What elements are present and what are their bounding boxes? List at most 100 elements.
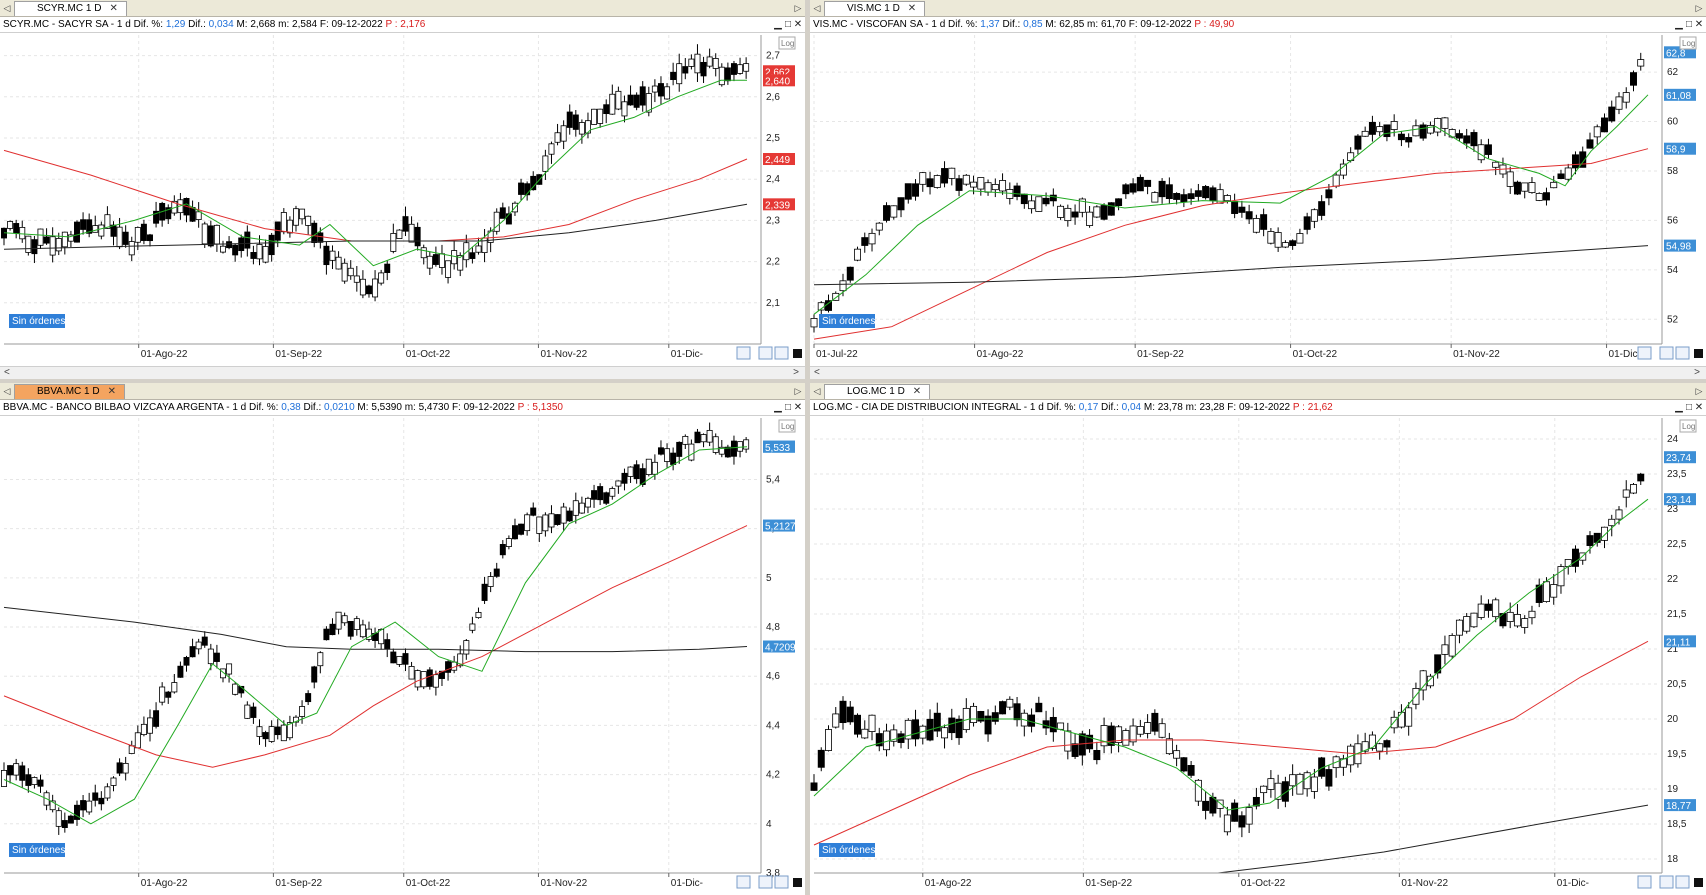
horizontal-scrollbar[interactable]: < > bbox=[810, 366, 1706, 379]
x-tick-label: 01-Ago-22 bbox=[141, 349, 188, 360]
price-tag-label: 2,640 bbox=[765, 76, 790, 87]
candle-body bbox=[578, 502, 585, 514]
min-label: m: bbox=[404, 402, 416, 413]
close-icon[interactable]: ✕ bbox=[912, 386, 922, 397]
candle-body bbox=[1202, 186, 1210, 199]
candle-body bbox=[378, 272, 385, 284]
tab-bbva[interactable]: BBVA.MC 1 D ✕ bbox=[14, 384, 125, 399]
price-chart[interactable]: 52 54 56 58 60 62 62,8 61,08 58,9 54,98 Log 01-Jul-… bbox=[810, 33, 1706, 366]
save-icon[interactable] bbox=[1659, 346, 1674, 360]
min-label: m: bbox=[1087, 19, 1099, 30]
maximize-icon[interactable]: □ bbox=[784, 402, 792, 413]
y-tick-label: 19 bbox=[1667, 784, 1679, 795]
tab-scyr[interactable]: SCYR.MC 1 D ✕ bbox=[14, 1, 127, 16]
candle-body bbox=[572, 500, 579, 516]
candle-body bbox=[518, 523, 525, 535]
close-icon[interactable]: ✕ bbox=[907, 3, 917, 14]
pin-icon[interactable] bbox=[774, 346, 789, 360]
candle-body bbox=[1535, 193, 1543, 201]
candle-body bbox=[1477, 603, 1485, 618]
price-chart[interactable]: 3,844,24,44,64,855,25,45,53395,5335,2127… bbox=[0, 416, 805, 895]
candle-body bbox=[854, 248, 861, 261]
candle-body bbox=[1608, 106, 1616, 122]
candle-body bbox=[645, 458, 652, 475]
color-square-icon[interactable] bbox=[793, 878, 802, 887]
dif-label: Dif.: bbox=[1101, 402, 1119, 413]
candle-body bbox=[670, 71, 677, 80]
candle-body bbox=[1303, 772, 1311, 790]
candle-body bbox=[122, 231, 129, 245]
scroll-left-icon[interactable]: < bbox=[814, 367, 820, 378]
log-scale-label: Log bbox=[781, 422, 794, 431]
color-square-icon[interactable] bbox=[793, 349, 802, 358]
tab-scroll-left-icon[interactable]: ◁ bbox=[3, 3, 11, 13]
minimize-icon[interactable]: ▁ bbox=[1675, 402, 1683, 413]
maximize-icon[interactable]: □ bbox=[1685, 402, 1693, 413]
close-icon[interactable]: ✕ bbox=[793, 402, 803, 413]
save-icon[interactable] bbox=[1659, 875, 1674, 889]
tab-log[interactable]: LOG.MC 1 D ✕ bbox=[824, 384, 931, 399]
minimize-icon[interactable]: ▁ bbox=[774, 402, 782, 413]
minimize-icon[interactable]: ▁ bbox=[774, 19, 782, 30]
candle-body bbox=[609, 93, 616, 115]
tab-scroll-left-icon[interactable]: ◁ bbox=[813, 3, 821, 13]
scroll-right-icon[interactable]: > bbox=[793, 367, 799, 378]
candle-body bbox=[1064, 207, 1072, 222]
maximize-icon[interactable]: □ bbox=[1685, 19, 1693, 30]
save-icon[interactable] bbox=[758, 875, 773, 889]
chart-tool-icon[interactable] bbox=[1637, 875, 1652, 889]
tab-scroll-left-icon[interactable]: ◁ bbox=[3, 386, 11, 396]
candle-body bbox=[511, 525, 518, 540]
candle-body bbox=[1448, 635, 1456, 657]
price-tag-label: 5,533 bbox=[765, 443, 790, 454]
close-icon[interactable]: ✕ bbox=[109, 3, 118, 14]
maximize-icon[interactable]: □ bbox=[784, 19, 792, 30]
y-tick-label: 2,2 bbox=[766, 257, 780, 268]
pin-icon[interactable] bbox=[1675, 875, 1690, 889]
scroll-right-icon[interactable]: > bbox=[1694, 367, 1700, 378]
horizontal-scrollbar[interactable]: < > bbox=[0, 366, 805, 379]
close-icon[interactable]: ✕ bbox=[107, 386, 116, 397]
candle-body bbox=[13, 763, 20, 776]
color-square-icon[interactable] bbox=[1694, 349, 1703, 358]
candle-body bbox=[621, 472, 628, 484]
candle-body bbox=[1310, 209, 1318, 222]
price-chart[interactable]: 18 18,5 19 19,5 20 20,5 21 21,5 22 22,5 23 23,5 24 23… bbox=[810, 416, 1706, 895]
candle-body bbox=[615, 90, 622, 110]
tab-scroll-right-icon[interactable]: ▷ bbox=[1695, 386, 1703, 396]
close-icon[interactable]: ✕ bbox=[1694, 19, 1704, 30]
minimize-icon[interactable]: ▁ bbox=[1675, 19, 1683, 30]
tab-scroll-left-icon[interactable]: ◁ bbox=[813, 386, 821, 396]
candle-body bbox=[962, 174, 970, 185]
symbol-info-bar: SCYR.MC - SACYR SA - 1 d Dif. %: 1,29 Di… bbox=[0, 17, 805, 33]
candle-body bbox=[700, 434, 707, 443]
tab-scroll-right-icon[interactable]: ▷ bbox=[794, 386, 802, 396]
candle-body bbox=[651, 461, 658, 475]
tab-vis[interactable]: VIS.MC 1 D ✕ bbox=[824, 1, 926, 16]
max-label: M: bbox=[1143, 402, 1155, 413]
color-square-icon[interactable] bbox=[1694, 878, 1703, 887]
chart-tool-icon[interactable] bbox=[736, 346, 751, 360]
scroll-left-icon[interactable]: < bbox=[4, 367, 10, 378]
save-icon[interactable] bbox=[758, 346, 773, 360]
close-icon[interactable]: ✕ bbox=[793, 19, 803, 30]
close-icon[interactable]: ✕ bbox=[1694, 402, 1704, 413]
candle-body bbox=[1557, 173, 1565, 180]
candle-body bbox=[584, 120, 591, 134]
chart-tool-icon[interactable] bbox=[1637, 346, 1652, 360]
tab-scroll-right-icon[interactable]: ▷ bbox=[1695, 3, 1703, 13]
symbol-info-bar: BBVA.MC - BANCO BILBAO VIZCAYA ARGENTA -… bbox=[0, 400, 805, 416]
pin-icon[interactable] bbox=[774, 875, 789, 889]
candle-body bbox=[226, 663, 233, 675]
candle-body bbox=[335, 611, 342, 630]
x-tick-label: 01-Oct-22 bbox=[406, 878, 451, 889]
candle-body bbox=[639, 468, 646, 485]
candle-body bbox=[566, 111, 573, 128]
candle-body bbox=[147, 717, 153, 734]
candle-body bbox=[220, 245, 226, 253]
tab-scroll-right-icon[interactable]: ▷ bbox=[794, 3, 802, 13]
max-label: M: bbox=[1045, 19, 1057, 30]
chart-tool-icon[interactable] bbox=[736, 875, 751, 889]
pin-icon[interactable] bbox=[1675, 346, 1690, 360]
